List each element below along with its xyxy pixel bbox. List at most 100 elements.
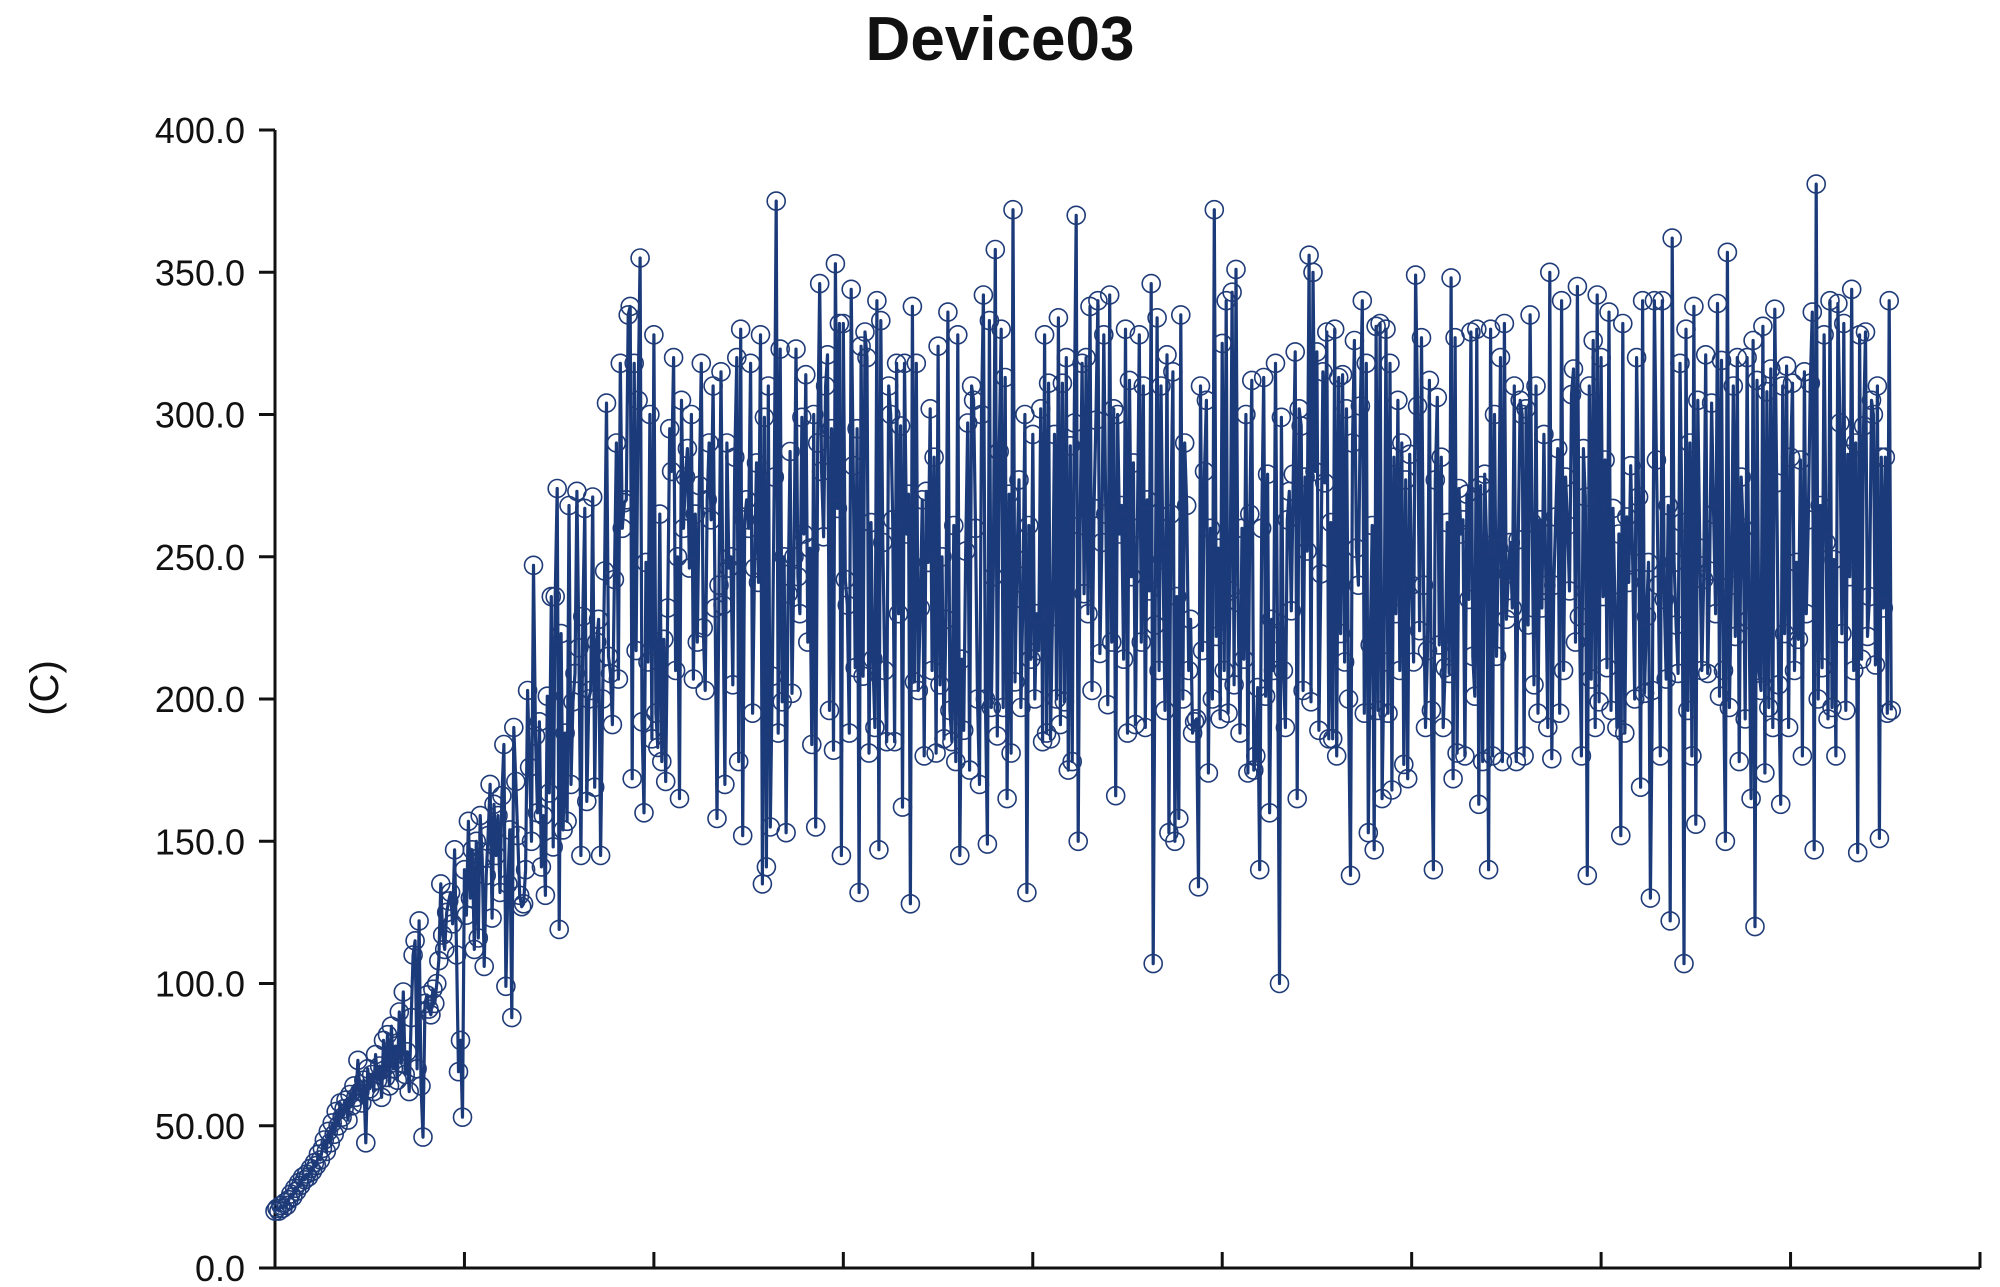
data-point bbox=[436, 902, 457, 923]
data-point bbox=[1405, 265, 1426, 285]
data-point bbox=[1034, 324, 1055, 345]
y-tick-label: 400.0 bbox=[155, 110, 245, 151]
data-point bbox=[1194, 461, 1215, 482]
data-point bbox=[517, 680, 538, 701]
data-point bbox=[1772, 376, 1793, 396]
data-point bbox=[403, 945, 423, 965]
data-point bbox=[1638, 552, 1659, 573]
data-point bbox=[1161, 504, 1181, 524]
data-point bbox=[1828, 293, 1848, 314]
data-point bbox=[1469, 794, 1489, 815]
data-point bbox=[1165, 831, 1185, 852]
data-point bbox=[1315, 472, 1335, 493]
data-point bbox=[1555, 467, 1576, 487]
data-point bbox=[557, 811, 577, 832]
data-point bbox=[1766, 472, 1787, 493]
data-point bbox=[334, 1098, 354, 1119]
data-point bbox=[989, 441, 1010, 462]
data-point bbox=[1050, 714, 1071, 735]
data-point bbox=[999, 484, 1019, 505]
data-point bbox=[780, 441, 800, 462]
data-point bbox=[1654, 589, 1675, 610]
data-point bbox=[1285, 342, 1305, 362]
data-point bbox=[1151, 376, 1171, 396]
data-point bbox=[474, 956, 495, 977]
data-point bbox=[1153, 549, 1173, 570]
data-point bbox=[1178, 660, 1199, 681]
data-point bbox=[1163, 361, 1183, 382]
data-point bbox=[1618, 572, 1639, 593]
data-point bbox=[697, 489, 718, 510]
data-point bbox=[1169, 808, 1189, 829]
data-point bbox=[1796, 603, 1817, 624]
data-point bbox=[1705, 603, 1726, 624]
data-point bbox=[1064, 413, 1084, 433]
data-point bbox=[1656, 669, 1676, 689]
data-point bbox=[1670, 353, 1690, 374]
data-point bbox=[1723, 376, 1744, 396]
data-point bbox=[468, 928, 489, 948]
data-point bbox=[555, 723, 575, 743]
data-point bbox=[1096, 504, 1116, 524]
data-point bbox=[888, 603, 909, 624]
data-point bbox=[837, 595, 858, 615]
data-point bbox=[821, 418, 842, 439]
data-point bbox=[1715, 831, 1736, 852]
data-point bbox=[1737, 347, 1757, 368]
data-point bbox=[1354, 703, 1375, 724]
data-point bbox=[1273, 660, 1294, 681]
data-point bbox=[545, 586, 566, 607]
data-point bbox=[565, 663, 585, 684]
data-point bbox=[1072, 353, 1092, 374]
data-point bbox=[825, 253, 846, 274]
data-point bbox=[750, 324, 771, 345]
data-point bbox=[515, 859, 536, 880]
data-point bbox=[997, 788, 1017, 809]
data-point bbox=[1733, 518, 1753, 539]
data-point bbox=[756, 857, 777, 877]
data-point bbox=[1003, 199, 1023, 220]
data-point bbox=[843, 455, 864, 476]
data-point bbox=[719, 558, 739, 578]
data-point bbox=[1768, 674, 1789, 695]
data-point bbox=[1084, 498, 1104, 519]
data-point bbox=[1549, 703, 1570, 724]
data-point bbox=[1070, 515, 1090, 536]
data-point bbox=[1271, 407, 1292, 428]
data-point bbox=[655, 771, 676, 792]
data-point bbox=[582, 487, 603, 507]
data-point bbox=[1295, 467, 1315, 487]
data-point bbox=[1646, 450, 1667, 470]
data-point bbox=[553, 820, 573, 840]
data-point bbox=[790, 603, 810, 624]
data-point bbox=[1800, 373, 1821, 394]
data-point bbox=[1861, 390, 1882, 411]
data-point bbox=[679, 558, 700, 578]
data-point bbox=[503, 717, 524, 738]
data-point bbox=[306, 1155, 327, 1176]
data-point bbox=[1534, 424, 1554, 445]
data-point bbox=[1557, 515, 1578, 536]
data-point bbox=[1074, 583, 1094, 604]
data-point bbox=[1054, 691, 1075, 712]
data-point bbox=[902, 296, 923, 317]
data-point bbox=[1514, 746, 1534, 766]
data-point bbox=[995, 367, 1016, 388]
data-point bbox=[505, 771, 526, 792]
data-point bbox=[736, 489, 757, 510]
data-point bbox=[959, 760, 980, 780]
data-point bbox=[1356, 353, 1377, 374]
data-point bbox=[863, 649, 883, 670]
data-point bbox=[1624, 689, 1645, 709]
data-point bbox=[1180, 609, 1201, 630]
data-point bbox=[1472, 751, 1493, 772]
data-point bbox=[817, 344, 838, 365]
data-point bbox=[784, 546, 804, 567]
data-point bbox=[1214, 660, 1234, 681]
data-point bbox=[788, 566, 808, 587]
data-point bbox=[1494, 313, 1515, 334]
y-tick-label: 250.0 bbox=[155, 537, 245, 578]
data-point bbox=[494, 734, 514, 755]
data-point bbox=[640, 404, 660, 425]
data-point bbox=[955, 541, 976, 561]
